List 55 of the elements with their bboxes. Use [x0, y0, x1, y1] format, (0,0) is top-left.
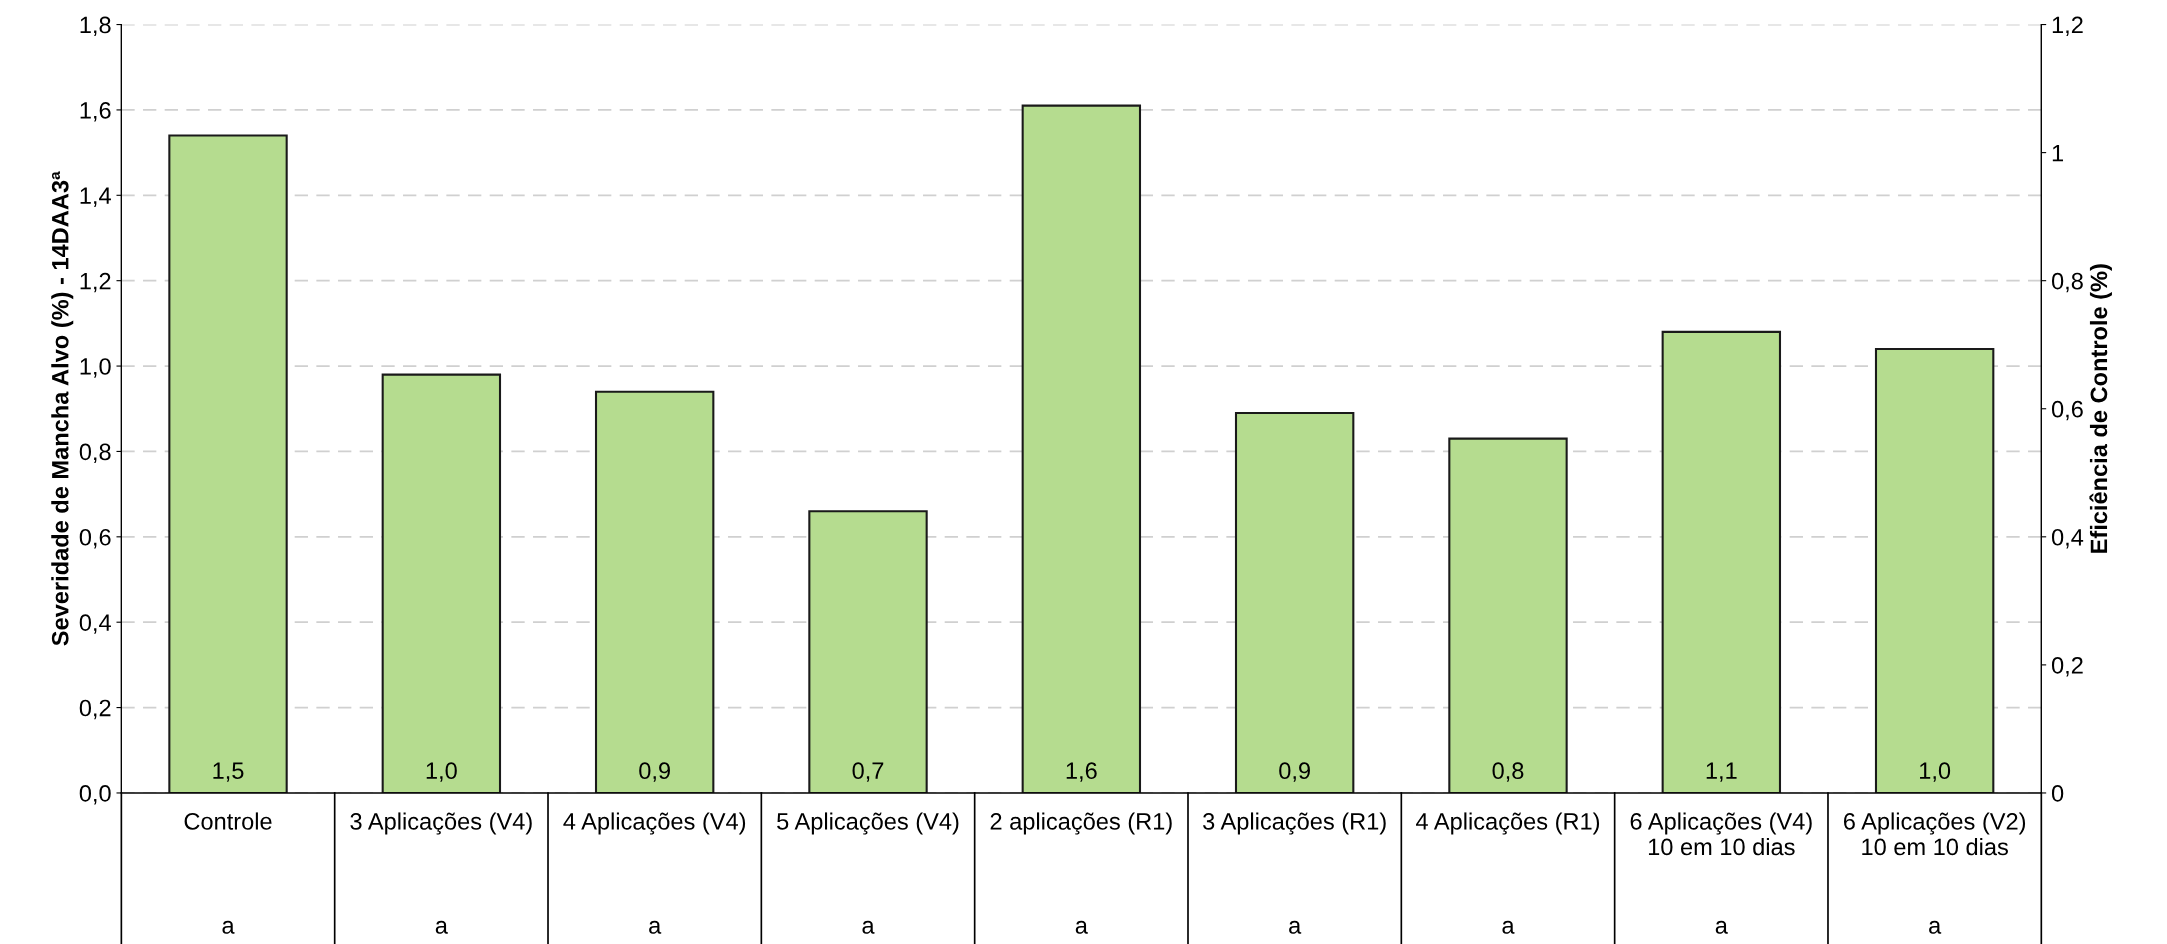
y-tick-label: 1,8 [80, 16, 111, 37]
data-label: 0,9 [1279, 762, 1310, 782]
y-tick-label: 0,8 [79, 443, 111, 464]
y2-axis-title: Eficiência de Controle (%) [2089, 264, 2112, 553]
y2-tick-label: 1,2 [2052, 16, 2083, 37]
x-tick-label: 3 Aplicações (V4) [350, 812, 532, 835]
text: a [1289, 920, 1302, 934]
y-axis-title: Severidade de Mancha Alvo (%) - 14DAA3ª [51, 171, 74, 646]
y2-tick-label: 0 [2051, 785, 2064, 802]
text: a [1929, 920, 1942, 934]
data-label: 1,5 [213, 762, 244, 782]
y2-tick-label: 0,8 [2051, 272, 2083, 293]
bar [1234, 411, 1355, 793]
text: a [222, 920, 235, 934]
y-tick-label: 1,4 [80, 187, 111, 207]
data-label: 1,0 [426, 762, 457, 782]
data-label: 1,6 [1066, 762, 1097, 782]
bar [381, 373, 502, 793]
y2-tick-label: 1 [2052, 144, 2064, 162]
data-label: 1,0 [1920, 762, 1951, 782]
text: a [862, 920, 875, 934]
x-tick-label: 3 Aplicações (R1) [1203, 812, 1386, 835]
y-tick-label: 0,6 [79, 528, 111, 549]
data-label: 0,8 [1492, 762, 1524, 782]
x-tick-label: Controle [184, 812, 272, 830]
text: a [649, 920, 662, 934]
text: a [1502, 920, 1515, 934]
text: a [1715, 920, 1728, 934]
x-tick-label: 2 aplicações (R1) [990, 812, 1172, 835]
y-tick-label: 1,6 [80, 101, 111, 122]
data-label: 1,1 [1706, 762, 1737, 782]
y2-tick-label: 0,2 [2051, 656, 2083, 677]
y-tick-label: 0,2 [79, 699, 111, 720]
x-tick-label: 5 Aplicações (V4) [777, 812, 959, 835]
x-tick-label: 4 Aplicações (R1) [1416, 812, 1600, 835]
bar [168, 134, 288, 793]
y2-tick-label: 0,4 [2051, 528, 2084, 549]
data-label: 0,9 [639, 762, 670, 782]
data-label: 0,7 [852, 762, 884, 782]
text: a [1075, 920, 1088, 934]
bar [1448, 437, 1568, 793]
text: a [435, 920, 448, 934]
bar [808, 510, 928, 793]
y2-tick-label: 0,6 [2051, 400, 2083, 421]
bar [1874, 347, 1995, 793]
bar [1661, 330, 1782, 793]
bar [594, 390, 715, 793]
y-tick-label: 1,2 [80, 272, 111, 293]
x-tick-label: 4 Aplicações (V4) [563, 812, 746, 835]
y-tick-label: 1,0 [80, 358, 111, 378]
x-tick-label: 6 Aplicações (V4) 10 em 10 dias [1630, 812, 1812, 856]
x-tick-label: 6 Aplicações (V2) 10 em 10 dias [1843, 812, 2026, 856]
bar [1021, 104, 1142, 793]
y-tick-label: 0,4 [79, 614, 111, 634]
y-tick-label: 0,0 [79, 785, 111, 805]
